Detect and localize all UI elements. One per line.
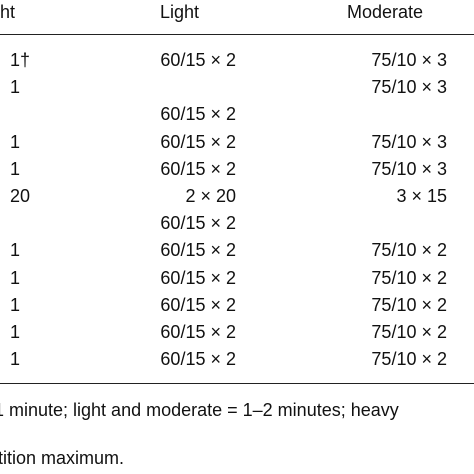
table-cell: 60/15 × 2 (160, 158, 236, 179)
header-cell: ht (0, 2, 16, 22)
table-cell: 75/10 × 3 (371, 50, 447, 70)
header-cell: Light (160, 2, 200, 22)
table-cell: 75/10 × 2 (371, 294, 447, 315)
footnote: tition maximum. (0, 448, 125, 468)
table-cell: 1 (10, 158, 21, 179)
table-cell: 60/15 × 2 (160, 104, 236, 125)
table-cell: 60/15 × 2 (160, 349, 236, 370)
header-cell: Moderate (347, 2, 424, 22)
table-cell: 60/15 × 2 (160, 131, 236, 152)
table-cell: 60/15 × 2 (160, 322, 236, 342)
table-cell: 60/15 × 2 (160, 240, 236, 261)
header-rule (0, 34, 474, 35)
table-cell: 75/10 × 2 (371, 349, 447, 370)
table-cell: 60/15 × 2 (160, 50, 236, 70)
table-cell: 1 (10, 131, 21, 152)
table-cell: 75/10 × 3 (371, 158, 447, 179)
table-cell: 75/10 × 3 (371, 131, 447, 152)
table-cell: 20 (10, 186, 31, 206)
table-cell: 75/10 × 2 (371, 240, 447, 261)
table-cell: 60/15 × 2 (160, 213, 236, 234)
table-cell: 1 (10, 240, 21, 261)
bottom-rule (0, 383, 474, 384)
table-cell: 1 (10, 294, 21, 315)
table-cell: 1 (10, 267, 21, 288)
footnote: 1 minute; light and moderate = 1–2 minut… (0, 400, 399, 420)
table-cell: 3 × 15 (396, 186, 447, 206)
table-cell: 1 (10, 322, 21, 342)
table-cell: 1 (10, 77, 21, 98)
table-cell: 60/15 × 2 (160, 267, 236, 288)
table-cell: 75/10 × 3 (371, 77, 447, 98)
table-cell: 1† (10, 50, 31, 70)
table-cell: 1 (10, 349, 21, 370)
table-cell: 75/10 × 2 (371, 322, 447, 342)
table-cell: 2 × 20 (185, 186, 236, 206)
table-cell: 60/15 × 2 (160, 294, 236, 315)
table-cell: 75/10 × 2 (371, 267, 447, 288)
